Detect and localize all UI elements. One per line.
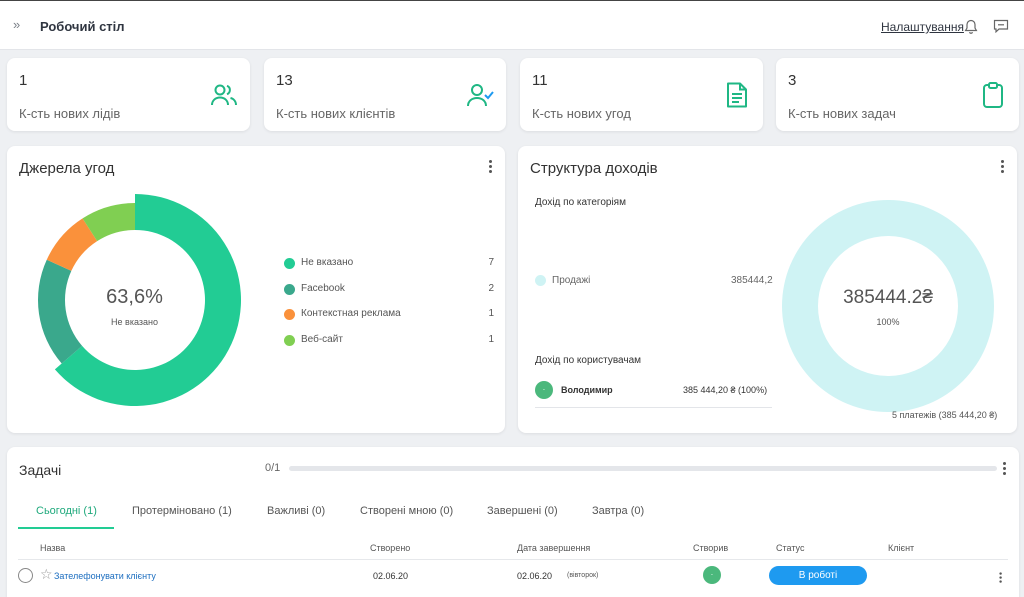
stat-label: К-сть нових угод (532, 106, 631, 121)
legend-label: Не вказано (301, 257, 354, 268)
tab-today[interactable]: Сьогодні (1) (36, 505, 97, 517)
stat-label: К-сть нових задач (788, 106, 896, 121)
task-due-note: (вівторок) (567, 572, 599, 579)
stat-card-clients: 13 К-сть нових клієнтів (264, 58, 506, 131)
column-header[interactable]: Статус (776, 543, 805, 553)
column-header[interactable]: Клієнт (888, 543, 915, 553)
divider (18, 559, 1008, 560)
donut-slice-2[interactable] (38, 259, 83, 364)
bell-icon[interactable] (964, 19, 978, 35)
legend-count: 1 (488, 308, 494, 319)
panel-title: Структура доходів (530, 160, 658, 177)
legend-dot (284, 309, 295, 320)
sources-donut-chart (38, 194, 241, 406)
column-header[interactable]: Створив (693, 543, 729, 553)
stat-value: 13 (276, 72, 293, 89)
column-header[interactable]: Дата завершення (517, 543, 591, 553)
row-more-icon[interactable] (999, 572, 1002, 583)
avatar: · (535, 381, 553, 399)
income-by-user-title: Дохід по користувачам (535, 355, 642, 366)
category-name: Продажі (552, 275, 591, 286)
donut-center-value: 385444.2₴ (843, 287, 933, 308)
chat-icon[interactable] (993, 19, 1009, 33)
stat-card-deals: 11 К-сть нових угод (520, 58, 763, 131)
clipboard-icon (983, 82, 1003, 108)
tasks-panel: Задачі 0/1 Сьогодні (1) Протерміновано (… (7, 447, 1019, 597)
tasks-progress-label: 0/1 (265, 462, 281, 474)
column-header[interactable]: Створено (370, 543, 411, 553)
more-icon[interactable] (1003, 462, 1007, 476)
stat-value: 3 (788, 72, 797, 89)
stat-card-leads: 1 К-сть нових лідів (7, 58, 250, 131)
stat-value: 1 (19, 72, 28, 89)
legend-count: 1 (488, 334, 494, 345)
divider (535, 407, 772, 408)
stat-value: 11 (532, 72, 548, 89)
expand-sidebar-icon[interactable]: » (13, 17, 20, 32)
stat-label: К-сть нових лідів (19, 106, 121, 121)
payments-summary: 5 платежів (385 444,20 ₴) (892, 410, 998, 420)
donut-center-label: Не вказано (111, 317, 158, 327)
legend-label: Контекстная реклама (301, 308, 401, 319)
sources-panel: Джерела угод 63,6% Не вказано Не вказано… (7, 146, 505, 433)
user-check-icon (467, 84, 494, 107)
income-donut-chart (782, 200, 994, 412)
donut-slice-1[interactable] (54, 194, 241, 406)
category-dot (535, 275, 546, 286)
task-due: 02.06.20 (517, 571, 553, 581)
more-icon[interactable] (1001, 160, 1005, 174)
legend-item[interactable]: Контекстная реклама 1 (284, 308, 494, 322)
settings-link[interactable]: Налаштування (881, 20, 964, 34)
legend-dot (284, 284, 295, 295)
complete-checkbox[interactable] (18, 568, 33, 583)
donut-center-label: 100% (876, 317, 900, 327)
document-icon (727, 82, 747, 108)
tab-overdue[interactable]: Протерміновано (1) (132, 505, 232, 517)
legend-item[interactable]: Веб-сайт 1 (284, 334, 494, 348)
column-header[interactable]: Назва (40, 543, 66, 553)
donut-slice-4[interactable] (82, 203, 135, 242)
user-value: 385 444,20 ₴ (100%) (683, 385, 768, 395)
top-bar: » Робочий стіл Налаштування (0, 0, 1024, 50)
legend-dot (284, 335, 295, 346)
status-badge[interactable]: В роботі (769, 566, 867, 585)
user-name: Володимир (561, 385, 613, 395)
users-icon (211, 84, 237, 106)
stat-card-tasks: 3 К-сть нових задач (776, 58, 1019, 131)
income-by-category-title: Дохід по категоріям (535, 197, 626, 208)
task-name-link[interactable]: Зателефонувати клієнту (54, 571, 156, 581)
donut-slice-1[interactable] (782, 200, 994, 412)
legend-label: Веб-сайт (301, 334, 343, 345)
stat-label: К-сть нових клієнтів (276, 106, 396, 121)
task-created: 02.06.20 (373, 571, 409, 581)
active-tab-underline (18, 527, 114, 529)
tab-important[interactable]: Важливі (0) (267, 505, 326, 517)
legend-dot (284, 258, 295, 269)
avatar: · (703, 566, 721, 584)
more-icon[interactable] (489, 160, 493, 174)
page-title: Робочий стіл (40, 19, 125, 34)
star-icon[interactable]: ☆ (40, 566, 53, 582)
tab-tomorrow[interactable]: Завтра (0) (592, 505, 645, 517)
legend-item[interactable]: Facebook 2 (284, 283, 494, 297)
legend-count: 2 (488, 283, 494, 294)
donut-center-value: 63,6% (106, 286, 163, 308)
panel-title: Задачі (19, 462, 62, 478)
donut-slice-3[interactable] (46, 218, 98, 271)
tab-created-by-me[interactable]: Створені мною (0) (360, 505, 454, 517)
legend-label: Facebook (301, 283, 345, 294)
legend-count: 7 (488, 257, 494, 268)
tab-completed[interactable]: Завершені (0) (487, 505, 558, 517)
panel-title: Джерела угод (19, 160, 115, 177)
income-panel: Структура доходів Дохід по категоріям Пр… (518, 146, 1017, 433)
legend-item[interactable]: Не вказано 7 (284, 257, 494, 271)
tasks-progress-bar (289, 466, 997, 471)
category-value: 385444,2 (731, 275, 773, 286)
